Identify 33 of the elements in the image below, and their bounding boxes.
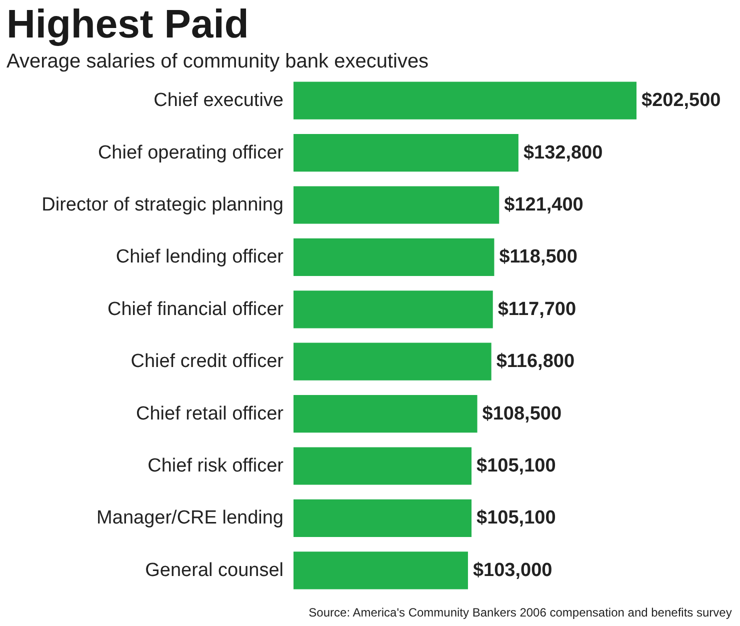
data-label: $121,400 (504, 194, 584, 216)
data-label: $132,800 (523, 142, 603, 164)
bar (294, 552, 468, 590)
y-tick-label: Director of strategic planning (42, 194, 284, 216)
data-label: $117,700 (498, 298, 576, 320)
bar (294, 134, 518, 172)
data-label: $202,500 (642, 90, 721, 112)
bar (294, 447, 472, 485)
chart-subtitle: Average salaries of community bank executives (6, 50, 429, 72)
y-tick-label: Chief credit officer (130, 351, 284, 372)
data-label: $105,100 (476, 456, 556, 476)
bar (294, 499, 472, 537)
y-tick-label: General counsel (145, 560, 284, 581)
data-label: $118,500 (499, 246, 578, 268)
y-tick-label: Chief operating officer (98, 142, 284, 164)
y-tick-label: Manager/CRE lending (96, 508, 284, 529)
data-label: $108,500 (482, 403, 562, 424)
data-label: $103,000 (472, 560, 552, 581)
y-tick-label: Chief lending officer (116, 246, 284, 268)
bar (294, 238, 494, 276)
chart-title: Highest Paid (6, 2, 249, 46)
data-label: $105,100 (476, 508, 556, 529)
bar (294, 82, 636, 120)
source-note: Source: America's Community Bankers 2006 compensation and benefits survey (308, 606, 732, 620)
bar (294, 186, 500, 224)
bar (294, 342, 492, 380)
y-tick-label: Chief financial officer (107, 298, 284, 320)
bar (294, 395, 478, 433)
data-label: $116,800 (496, 351, 575, 372)
bar (294, 290, 493, 328)
y-tick-label: Chief retail officer (136, 403, 284, 424)
y-tick-label: Chief executive (154, 90, 284, 112)
y-tick-label: Chief risk officer (148, 456, 284, 476)
